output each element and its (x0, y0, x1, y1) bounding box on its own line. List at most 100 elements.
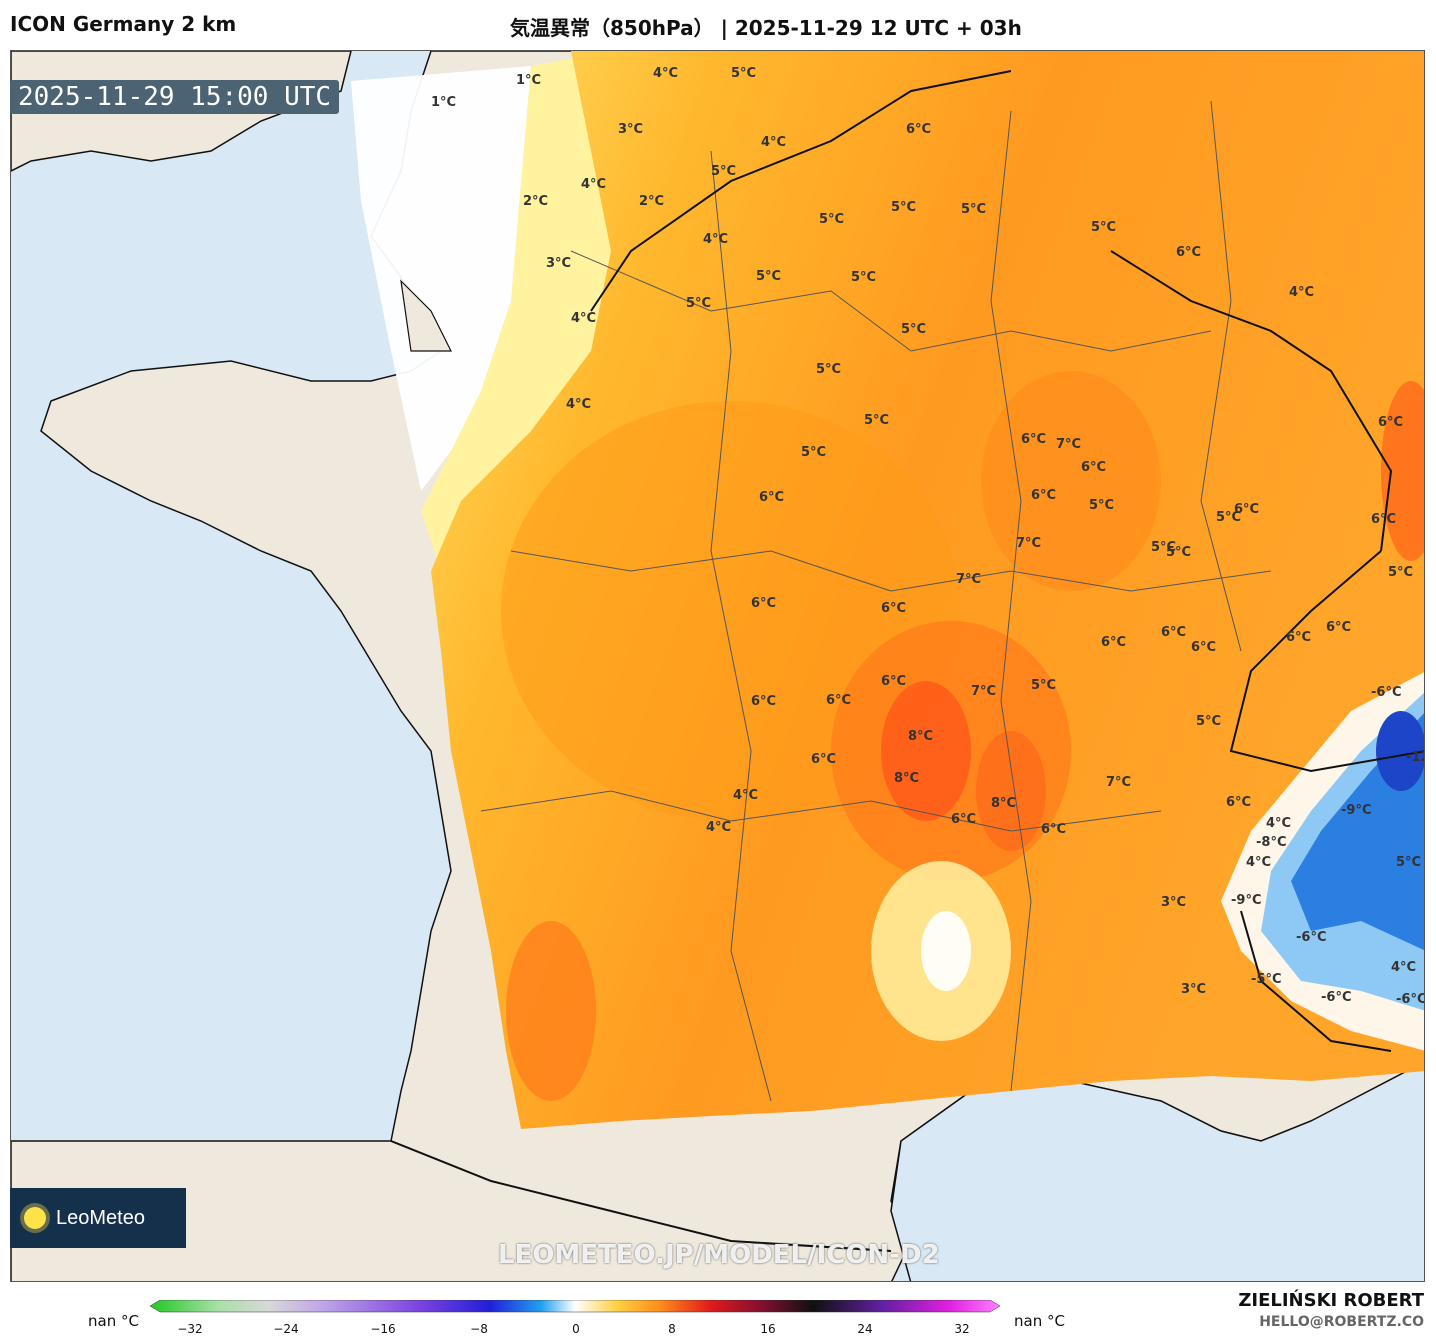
anomaly-label: 6°C (1191, 640, 1216, 655)
anomaly-label: 4°C (733, 788, 758, 803)
chart-title: 気温異常（850hPa） | 2025-11-29 12 UTC + 03h (510, 16, 1022, 40)
anomaly-label: 6°C (1378, 415, 1403, 430)
anomaly-label: -12°C (1406, 750, 1425, 765)
map[interactable]: 1°C 1°C 3°C 4°C 2°C 3°C 4°C 2°C 4°C 4°C 5°C 5°C 4°C 5… (10, 50, 1425, 1282)
anomaly-label: 6°C (1031, 488, 1056, 503)
anomaly-label: 6°C (1286, 630, 1311, 645)
sun-icon (24, 1207, 46, 1229)
anomaly-label: 5°C (1396, 855, 1421, 870)
anomaly-label: 7°C (1106, 775, 1131, 790)
anomaly-label: 5°C (801, 445, 826, 460)
anomaly-zero-zone (351, 66, 531, 491)
anomaly-label: 4°C (1246, 855, 1271, 870)
anomaly-label: 3°C (546, 256, 571, 271)
valid-time-badge: 2025-11-29 15:00 UTC (10, 80, 340, 114)
anomaly-label: 6°C (751, 596, 776, 611)
legend-tick: −8 (470, 1322, 488, 1336)
anomaly-label: -9°C (1231, 893, 1261, 908)
anomaly-label: 4°C (566, 397, 591, 412)
anomaly-8c-peak (881, 681, 971, 821)
anomaly-label: 6°C (826, 693, 851, 708)
anomaly-label: 6°C (1041, 822, 1066, 837)
anomaly-label: 4°C (1391, 960, 1416, 975)
anomaly-label: -6°C (1396, 992, 1425, 1007)
anomaly-label: 6°C (1101, 635, 1126, 650)
anomaly-7c-rhine (1381, 381, 1424, 561)
anomaly-label: 7°C (971, 684, 996, 699)
anomaly-label: 4°C (1289, 285, 1314, 300)
anomaly-label: 1°C (431, 95, 456, 110)
anomaly-label: -6°C (1321, 990, 1351, 1005)
anomaly-label: -6°C (1296, 930, 1326, 945)
anomaly-low-zone (421, 51, 631, 571)
legend-tick: −16 (370, 1322, 396, 1336)
legend-tick: −32 (177, 1322, 203, 1336)
anomaly-label: 4°C (653, 66, 678, 81)
anomaly-label: 5°C (1216, 510, 1241, 525)
author-email: HELLO@ROBERTZ.CO (1259, 1314, 1424, 1330)
leometeo-logo[interactable]: LeoMeteo (10, 1188, 186, 1248)
anomaly-label: 6°C (751, 694, 776, 709)
anomaly-label: 5°C (686, 296, 711, 311)
anomaly-label: 5°C (891, 200, 916, 215)
anomaly-label: 6°C (1081, 460, 1106, 475)
anomaly-8c-peak-2 (976, 731, 1046, 851)
color-scale-bar (150, 1300, 1000, 1313)
anomaly-label: 3°C (618, 122, 643, 137)
anomaly-label: 4°C (571, 311, 596, 326)
anomaly-label: 4°C (703, 232, 728, 247)
anomaly-label: 6°C (1371, 512, 1396, 527)
anomaly-label: 5°C (1091, 220, 1116, 235)
anomaly-label: 4°C (1266, 816, 1291, 831)
legend-nan-left: nan °C (88, 1312, 139, 1330)
watermark-url: LEOMETEO.JP/MODEL/ICON-D2 (498, 1240, 940, 1270)
anomaly-label: 5°C (1166, 545, 1191, 560)
anomaly-label: 2°C (639, 194, 664, 209)
model-name: ICON Germany 2 km (10, 12, 237, 36)
anomaly-label: 6°C (759, 490, 784, 505)
anomaly-label: 5°C (901, 322, 926, 337)
anomaly-label: 6°C (881, 601, 906, 616)
anomaly-label: -6°C (1371, 685, 1401, 700)
anomaly-label: 5°C (816, 362, 841, 377)
anomaly-label: 6°C (1234, 502, 1259, 517)
anomaly-label: -9°C (1341, 803, 1371, 818)
anomaly-labels: 1°C1°C3°C4°C2°C3°C4°C2°C4°C4°C5°C5°C4°C5… (431, 66, 1425, 1007)
legend-nan-right: nan °C (1014, 1312, 1065, 1330)
anomaly-label: -8°C (1256, 835, 1286, 850)
anomaly-label: 6°C (1226, 795, 1251, 810)
legend-tick: 24 (857, 1322, 873, 1336)
anomaly-label: 5°C (1031, 678, 1056, 693)
anomaly-label: 8°C (908, 729, 933, 744)
anomaly-label: 5°C (961, 202, 986, 217)
anomaly-label: 6°C (1021, 432, 1046, 447)
anomaly-label: 5°C (851, 270, 876, 285)
anomaly-zero-massif (921, 911, 971, 991)
anomaly-label: 7°C (1016, 536, 1041, 551)
anomaly-label: 4°C (706, 820, 731, 835)
legend-tick: −24 (273, 1322, 299, 1336)
map-svg: 1°C1°C3°C4°C2°C3°C4°C2°C4°C4°C5°C5°C4°C5… (11, 51, 1425, 1281)
anomaly-label: 4°C (581, 177, 606, 192)
legend-tick: 0 (572, 1322, 580, 1336)
anomaly-label: 5°C (864, 413, 889, 428)
anomaly-6c-southwest (506, 921, 596, 1101)
anomaly-label: 6°C (881, 674, 906, 689)
anomaly-label: 8°C (991, 796, 1016, 811)
legend-tick: 8 (668, 1322, 676, 1336)
anomaly-7c-east (981, 371, 1161, 591)
author-name: ZIELIŃSKI ROBERT (1238, 1290, 1424, 1311)
land-cotentin (400, 279, 452, 352)
legend-tick: 32 (954, 1322, 970, 1336)
anomaly-label: 5°C (756, 269, 781, 284)
anomaly-label: 7°C (1056, 437, 1081, 452)
national-borders (390, 70, 1424, 1252)
anomaly-label: 5°C (1388, 565, 1413, 580)
anomaly-label: 1°C (516, 73, 541, 88)
logo-text: LeoMeteo (56, 1206, 145, 1229)
anomaly-label: 5°C (731, 66, 756, 81)
anomaly-label: -5°C (1251, 972, 1281, 987)
anomaly-label: 5°C (1196, 714, 1221, 729)
anomaly-label: 6°C (1326, 620, 1351, 635)
anomaly-label: 6°C (906, 122, 931, 137)
